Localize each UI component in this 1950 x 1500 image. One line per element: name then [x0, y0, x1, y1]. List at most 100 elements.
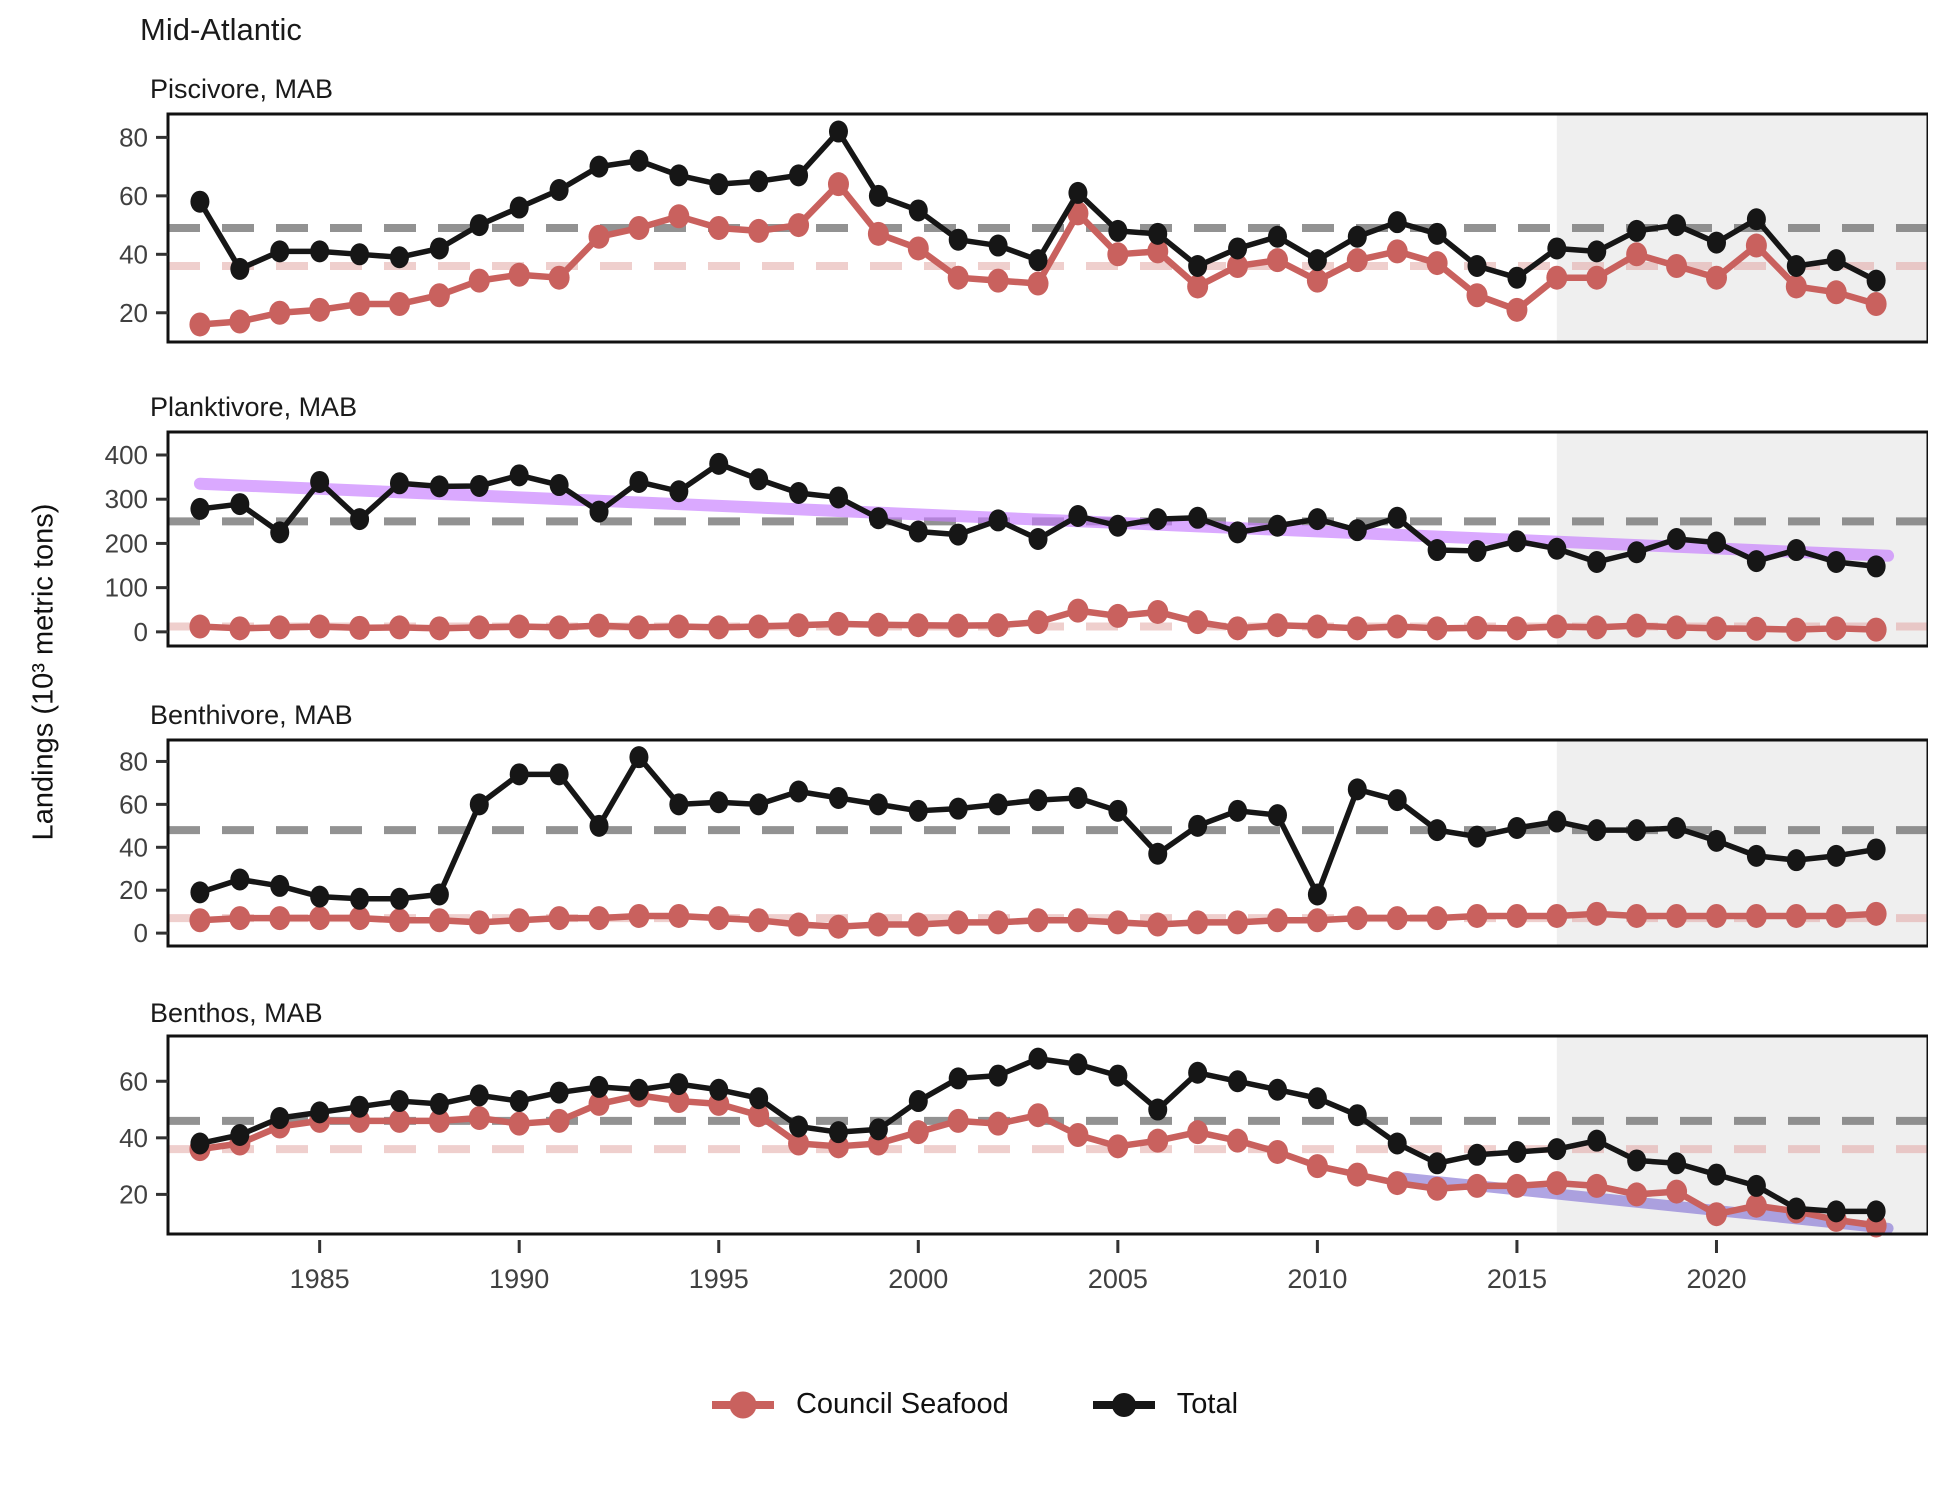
- council-seafood-point: [548, 906, 570, 931]
- council-seafood-point: [1187, 274, 1209, 299]
- council-seafood-point: [1227, 616, 1249, 641]
- council-seafood-point: [1386, 614, 1408, 639]
- council-seafood-point: [1745, 1193, 1767, 1218]
- total-point: [429, 1092, 449, 1115]
- total-point: [1866, 1200, 1886, 1223]
- total-point: [1507, 1140, 1527, 1163]
- council-seafood-point: [229, 309, 251, 334]
- council-seafood-point: [1027, 610, 1049, 635]
- y-tick-label: 0: [134, 918, 148, 948]
- total-point: [1387, 211, 1407, 234]
- council-seafood-point: [1227, 1128, 1249, 1153]
- total-point: [310, 1101, 330, 1124]
- total-point: [389, 1090, 409, 1113]
- total-point: [1866, 555, 1886, 578]
- x-tick-label: 1995: [689, 1264, 749, 1294]
- council-seafood-point: [468, 910, 490, 935]
- total-point: [1826, 550, 1846, 573]
- council-seafood-point: [388, 615, 410, 640]
- council-seafood-point: [867, 221, 889, 246]
- total-point: [270, 240, 290, 263]
- total-point: [1228, 237, 1248, 260]
- total-point: [1427, 1152, 1447, 1175]
- total-point: [469, 214, 489, 237]
- total-point: [1108, 1064, 1128, 1087]
- total-point: [1587, 550, 1607, 573]
- council-seafood-point: [1546, 903, 1568, 928]
- council-seafood-point: [1187, 910, 1209, 935]
- total-point: [270, 874, 290, 897]
- council-seafood-point: [1865, 292, 1887, 316]
- council-seafood-point: [1705, 1202, 1727, 1227]
- total-point: [749, 793, 769, 816]
- total-point: [589, 814, 609, 837]
- total-point: [1148, 842, 1168, 865]
- council-seafood-point: [1506, 297, 1528, 322]
- council-seafood-point: [1546, 614, 1568, 639]
- council-seafood-point: [1107, 1134, 1129, 1159]
- council-seafood-point: [1506, 616, 1528, 641]
- total-point: [868, 184, 888, 207]
- total-point: [1347, 519, 1367, 542]
- y-tick-label: 80: [119, 746, 148, 776]
- council-seafood-point: [748, 218, 770, 243]
- total-point: [1627, 219, 1647, 242]
- total-point: [1068, 786, 1088, 809]
- council-seafood-point: [349, 615, 371, 640]
- total-point: [1347, 225, 1367, 248]
- total-point: [828, 786, 848, 809]
- total-point: [948, 523, 968, 546]
- council-seafood-point: [788, 613, 810, 638]
- total-point: [709, 173, 729, 196]
- chart-legend: Council Seafood Total: [0, 1388, 1950, 1421]
- total-point: [868, 507, 888, 530]
- total-point: [350, 1095, 370, 1118]
- council-seafood-point: [269, 615, 291, 640]
- council-seafood-point: [1705, 265, 1727, 290]
- total-point: [868, 1118, 888, 1141]
- legend-label-council-seafood: Council Seafood: [795, 1388, 1009, 1420]
- x-tick-label: 1990: [489, 1264, 549, 1294]
- council-seafood-point: [1147, 912, 1169, 937]
- y-axis-label: Landings (10³ metric tons): [27, 503, 60, 841]
- total-point: [1068, 1053, 1088, 1076]
- total-point: [1188, 814, 1208, 837]
- total-point: [310, 240, 330, 263]
- council-seafood-point: [1666, 254, 1688, 278]
- council-seafood-point: [468, 1106, 490, 1131]
- council-seafood-point: [1346, 248, 1368, 273]
- council-seafood-point: [1546, 1171, 1568, 1196]
- total-point: [1267, 804, 1287, 827]
- panel-piscivore-chart: 20 40 60 80: [119, 112, 1928, 344]
- council-seafood-point: [349, 906, 371, 931]
- total-point: [828, 120, 848, 143]
- total-point: [1467, 825, 1487, 848]
- total-point: [1148, 222, 1168, 245]
- total-point: [389, 887, 409, 910]
- total-point: [988, 509, 1008, 532]
- total-point: [1307, 508, 1327, 531]
- council-seafood-point: [827, 172, 849, 197]
- total-point: [589, 1075, 609, 1098]
- council-seafood-point: [1027, 1103, 1049, 1128]
- total-point: [350, 243, 370, 266]
- council-seafood-point: [548, 1108, 570, 1133]
- council-seafood-point: [1785, 903, 1807, 928]
- total-point: [589, 500, 609, 523]
- total-point: [1547, 537, 1567, 560]
- total-point: [1786, 1197, 1806, 1220]
- council-seafood-point: [1426, 1176, 1448, 1201]
- council-seafood-point: [588, 1091, 610, 1116]
- facet-title-piscivore: Piscivore, MAB: [150, 74, 334, 104]
- total-point: [629, 470, 649, 493]
- total-point: [908, 799, 928, 822]
- total-point: [270, 521, 290, 544]
- council-seafood-point: [947, 910, 969, 935]
- council-seafood-point: [827, 914, 849, 939]
- total-point: [190, 1132, 210, 1155]
- total-point: [1028, 249, 1048, 272]
- council-seafood-point: [1346, 906, 1368, 931]
- total-point: [1746, 550, 1766, 573]
- council-seafood-point: [668, 204, 690, 229]
- council-seafood-point: [548, 615, 570, 640]
